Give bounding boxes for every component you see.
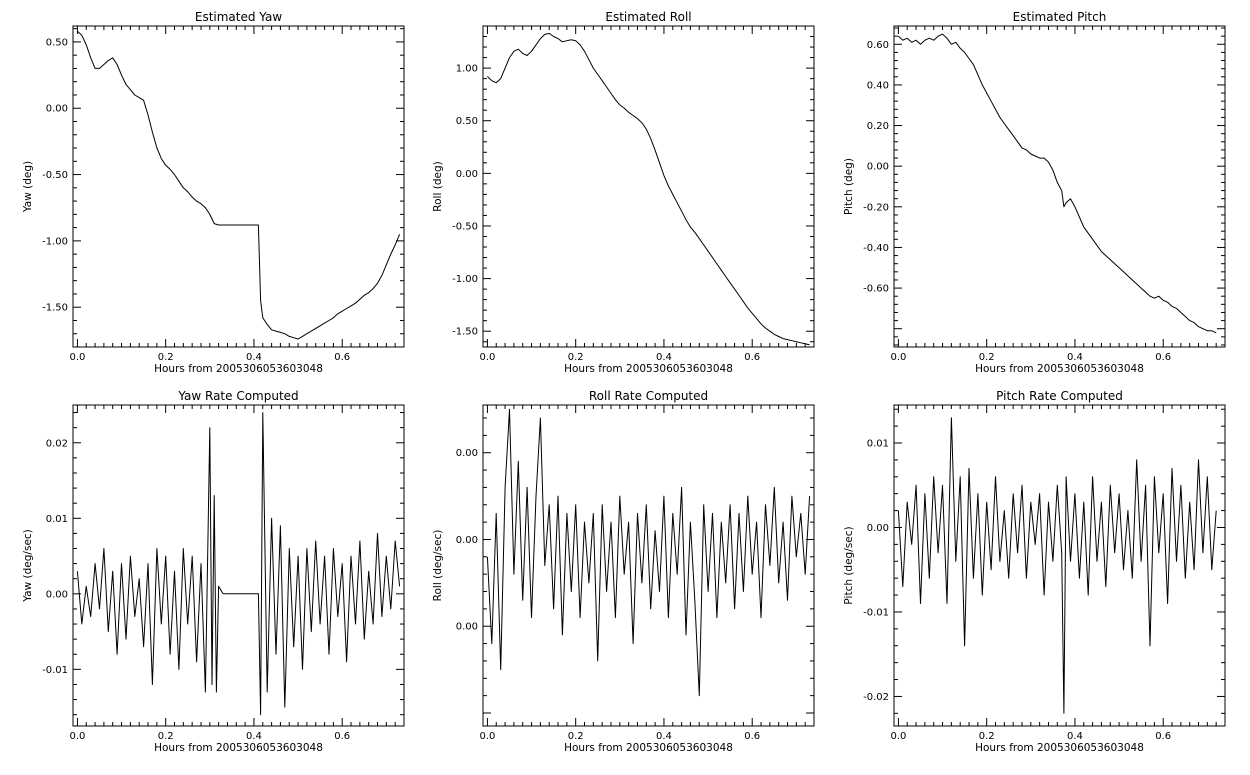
- x-tick-label: 0.4: [656, 731, 672, 742]
- y-tick-label: -1.00: [452, 274, 478, 285]
- y-tick-label: 0.00: [867, 162, 889, 173]
- x-axis-label: Hours from 2005306053603048: [154, 742, 323, 754]
- x-tick-label: 0.2: [979, 352, 995, 363]
- x-tick-label: 0.6: [1155, 731, 1171, 742]
- plot-frame: [893, 404, 1226, 727]
- x-tick-label: 0.6: [334, 731, 350, 742]
- series-line: [77, 30, 401, 340]
- plot-frame: [72, 25, 405, 348]
- x-tick-label: 0.6: [744, 352, 760, 363]
- y-tick-label: 0.20: [867, 121, 889, 132]
- chart-panel-3: Estimated Pitch 0.0 0.2 0.4 0.6 0.60 0.40 0.20 0…: [843, 10, 1226, 375]
- series-line: [76, 412, 401, 716]
- x-axis-label: Hours from 2005306053603048: [564, 742, 733, 754]
- y-tick-label: 0.50: [46, 37, 68, 48]
- y-tick-label: 0.01: [867, 439, 889, 450]
- x-tick-label: 0.0: [479, 731, 495, 742]
- y-tick-label: 0.60: [867, 40, 889, 51]
- y-tick-label: -0.01: [863, 607, 889, 618]
- x-tick-label: 0.4: [1067, 352, 1083, 363]
- x-tick-label: 0.6: [744, 731, 760, 742]
- x-tick-label: 0.0: [69, 352, 85, 363]
- x-tick-label: 0.6: [334, 352, 350, 363]
- x-axis-label: Hours from 2005306053603048: [564, 363, 733, 375]
- chart-title: Pitch Rate Computed: [996, 389, 1123, 403]
- y-tick-label: -0.60: [863, 284, 889, 295]
- y-axis-label: Pitch (deg): [843, 158, 855, 215]
- y-tick-label: 0.01: [46, 514, 68, 525]
- plot-frame: [482, 25, 815, 348]
- y-axis-label: Roll (deg): [432, 161, 444, 211]
- x-axis-label: Hours from 2005306053603048: [975, 363, 1144, 375]
- y-axis-label: Pitch (deg/sec): [843, 526, 855, 604]
- x-tick-label: 0.2: [158, 352, 174, 363]
- x-tick-label: 0.4: [246, 352, 262, 363]
- y-axis-label: Yaw (deg): [22, 161, 34, 213]
- y-tick-label: -1.50: [452, 327, 478, 338]
- y-tick-label: -0.50: [452, 221, 478, 232]
- plot-frame: [893, 25, 1226, 348]
- x-tick-label: 0.4: [246, 731, 262, 742]
- x-tick-label: 0.0: [479, 352, 495, 363]
- y-axis-label: Yaw (deg/sec): [22, 529, 34, 603]
- chart-title: Estimated Pitch: [1013, 10, 1107, 24]
- y-tick-label: 0.00: [46, 104, 68, 115]
- x-tick-label: 0.0: [890, 731, 906, 742]
- x-tick-label: 0.2: [979, 731, 995, 742]
- plot-frame: [72, 404, 405, 727]
- y-tick-label: 0.40: [867, 80, 889, 91]
- y-tick-label: 0.00: [46, 589, 68, 600]
- plot-frame: [482, 404, 815, 727]
- y-tick-label: -0.20: [863, 202, 889, 213]
- y-tick-label: 0.00: [456, 448, 478, 459]
- series-line: [897, 417, 1217, 714]
- y-tick-label: 0.00: [867, 523, 889, 534]
- series-line: [487, 32, 810, 346]
- x-tick-label: 0.4: [656, 352, 672, 363]
- y-tick-label: 0.00: [456, 622, 478, 633]
- y-tick-label: -0.01: [42, 665, 68, 676]
- x-tick-label: 0.4: [1067, 731, 1083, 742]
- y-tick-label: 1.00: [456, 64, 478, 75]
- series-line: [898, 33, 1217, 334]
- x-axis-label: Hours from 2005306053603048: [975, 742, 1144, 754]
- x-tick-label: 0.2: [568, 731, 584, 742]
- series-line: [486, 408, 811, 697]
- y-tick-label: 0.00: [456, 535, 478, 546]
- chart-title: Estimated Roll: [605, 10, 691, 24]
- chart-title: Yaw Rate Computed: [177, 389, 298, 403]
- chart-panel-2: Estimated Roll 0.0 0.2 0.4 0.6 1.00 0.50 0.00 -0…: [432, 10, 815, 375]
- chart-title: Roll Rate Computed: [589, 389, 708, 403]
- y-tick-label: -0.50: [42, 170, 68, 181]
- chart-panel-4: Yaw Rate Computed 0.0 0.2 0.4 0.6 0.02 0.01 0.0…: [22, 389, 405, 754]
- x-tick-label: 0.6: [1155, 352, 1171, 363]
- y-tick-label: 0.50: [456, 116, 478, 127]
- chart-title: Estimated Yaw: [195, 10, 282, 24]
- y-tick-label: 0.00: [456, 169, 478, 180]
- y-tick-label: -1.00: [42, 236, 68, 247]
- x-tick-label: 0.0: [69, 731, 85, 742]
- chart-panel-6: Pitch Rate Computed 0.0 0.2 0.4 0.6 0.01 0.00 -…: [843, 389, 1226, 754]
- y-tick-label: -0.02: [863, 692, 889, 703]
- chart-panel-1: Estimated Yaw 0.0 0.2 0.4 0.6 0.50 0.00 -0.50 -1…: [22, 10, 405, 375]
- y-tick-label: -0.40: [863, 243, 889, 254]
- y-axis-label: Roll (deg/sec): [432, 530, 444, 602]
- y-tick-label: -1.50: [42, 303, 68, 314]
- chart-panel-5: Roll Rate Computed 0.0 0.2 0.4 0.6 0.00 0.00 0.…: [432, 389, 815, 754]
- x-tick-label: 0.0: [890, 352, 906, 363]
- x-axis-label: Hours from 2005306053603048: [154, 363, 323, 375]
- x-tick-label: 0.2: [568, 352, 584, 363]
- y-tick-label: 0.02: [46, 438, 68, 449]
- x-tick-label: 0.2: [158, 731, 174, 742]
